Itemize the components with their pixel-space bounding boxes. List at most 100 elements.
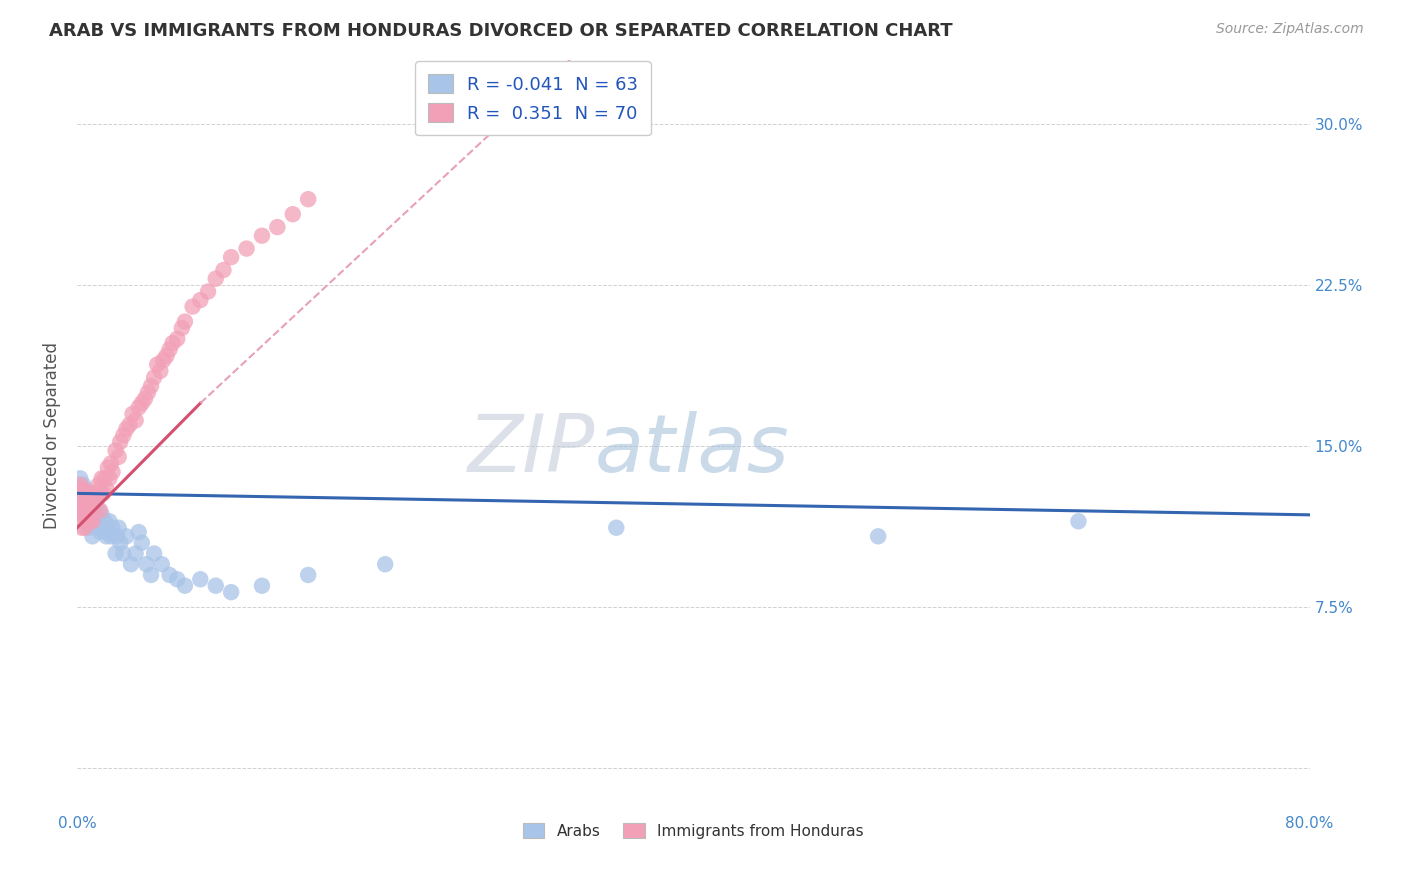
Point bbox=[72, 508, 94, 522]
Point bbox=[79, 486, 101, 500]
Point bbox=[75, 486, 97, 500]
Point bbox=[87, 503, 110, 517]
Point bbox=[77, 508, 100, 522]
Point bbox=[112, 547, 135, 561]
Point bbox=[188, 293, 211, 307]
Point bbox=[128, 524, 150, 539]
Point bbox=[235, 242, 257, 256]
Point bbox=[212, 263, 235, 277]
Point bbox=[87, 477, 110, 491]
Point bbox=[73, 482, 96, 496]
Point bbox=[86, 492, 108, 507]
Point bbox=[70, 486, 93, 500]
Point bbox=[120, 558, 142, 572]
Point bbox=[101, 465, 124, 479]
Point bbox=[96, 482, 118, 496]
Point bbox=[70, 500, 93, 514]
Point bbox=[136, 385, 159, 400]
Point bbox=[100, 456, 122, 470]
Point bbox=[70, 500, 93, 514]
Point bbox=[115, 422, 138, 436]
Point bbox=[89, 503, 111, 517]
Point bbox=[67, 482, 90, 496]
Point bbox=[69, 508, 91, 522]
Point bbox=[89, 482, 111, 496]
Point bbox=[150, 558, 173, 572]
Point bbox=[115, 529, 138, 543]
Point bbox=[83, 508, 105, 522]
Point bbox=[98, 471, 121, 485]
Point bbox=[868, 529, 890, 543]
Point bbox=[86, 486, 108, 500]
Point bbox=[107, 450, 129, 464]
Point bbox=[77, 500, 100, 514]
Point bbox=[162, 336, 184, 351]
Point bbox=[82, 514, 104, 528]
Text: Source: ZipAtlas.com: Source: ZipAtlas.com bbox=[1216, 22, 1364, 37]
Point bbox=[219, 585, 242, 599]
Point bbox=[75, 508, 97, 522]
Point bbox=[143, 370, 166, 384]
Point bbox=[146, 358, 169, 372]
Point bbox=[84, 503, 107, 517]
Point bbox=[73, 492, 96, 507]
Point bbox=[104, 443, 127, 458]
Point bbox=[94, 514, 117, 528]
Point bbox=[188, 572, 211, 586]
Point bbox=[96, 529, 118, 543]
Point bbox=[97, 524, 120, 539]
Point bbox=[143, 547, 166, 561]
Point bbox=[73, 521, 96, 535]
Point bbox=[91, 521, 114, 535]
Point bbox=[101, 521, 124, 535]
Point bbox=[281, 207, 304, 221]
Y-axis label: Divorced or Separated: Divorced or Separated bbox=[44, 342, 60, 529]
Point bbox=[204, 579, 226, 593]
Point bbox=[90, 508, 112, 522]
Point bbox=[82, 503, 104, 517]
Point bbox=[80, 500, 103, 514]
Point bbox=[72, 508, 94, 522]
Point bbox=[118, 417, 141, 432]
Point bbox=[128, 401, 150, 415]
Point bbox=[79, 508, 101, 522]
Point bbox=[82, 492, 104, 507]
Point bbox=[266, 220, 288, 235]
Point bbox=[70, 521, 93, 535]
Point bbox=[149, 364, 172, 378]
Point bbox=[91, 486, 114, 500]
Point bbox=[104, 547, 127, 561]
Point bbox=[69, 477, 91, 491]
Text: atlas: atlas bbox=[595, 411, 789, 490]
Point bbox=[121, 407, 143, 421]
Point bbox=[75, 514, 97, 528]
Point bbox=[90, 471, 112, 485]
Point bbox=[170, 321, 193, 335]
Point bbox=[67, 482, 90, 496]
Point bbox=[159, 568, 181, 582]
Point bbox=[204, 271, 226, 285]
Point bbox=[80, 514, 103, 528]
Point bbox=[69, 471, 91, 485]
Point bbox=[79, 521, 101, 535]
Point bbox=[374, 558, 396, 572]
Legend: Arabs, Immigrants from Honduras: Arabs, Immigrants from Honduras bbox=[517, 817, 870, 845]
Point bbox=[139, 379, 162, 393]
Point bbox=[174, 579, 197, 593]
Point bbox=[139, 568, 162, 582]
Point bbox=[112, 428, 135, 442]
Point bbox=[159, 343, 181, 357]
Point bbox=[124, 413, 146, 427]
Point bbox=[73, 503, 96, 517]
Point bbox=[70, 486, 93, 500]
Point bbox=[297, 192, 319, 206]
Point bbox=[155, 349, 177, 363]
Point bbox=[94, 471, 117, 485]
Point bbox=[77, 500, 100, 514]
Text: ARAB VS IMMIGRANTS FROM HONDURAS DIVORCED OR SEPARATED CORRELATION CHART: ARAB VS IMMIGRANTS FROM HONDURAS DIVORCE… bbox=[49, 22, 953, 40]
Point bbox=[100, 529, 122, 543]
Point bbox=[89, 524, 111, 539]
Point bbox=[1067, 514, 1090, 528]
Point bbox=[72, 477, 94, 491]
Point bbox=[110, 535, 132, 549]
